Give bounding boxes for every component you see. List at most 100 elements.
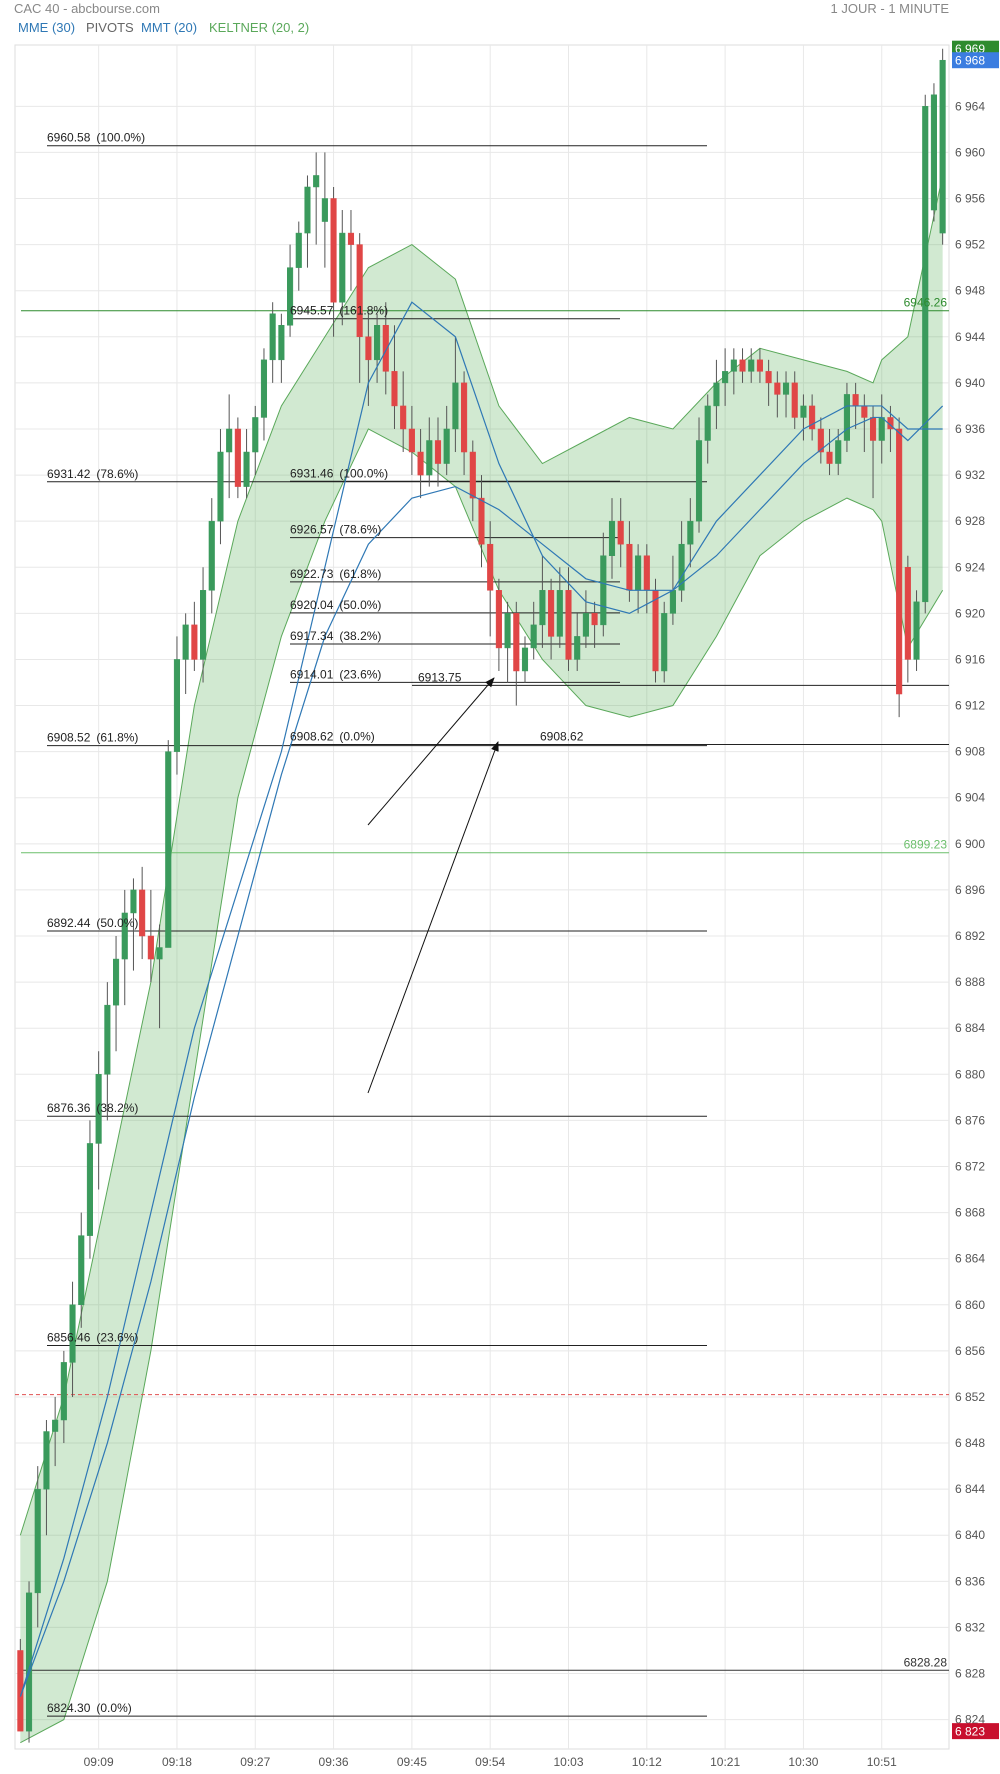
candle-body [78,1235,85,1306]
candle-body [922,106,929,603]
x-tick-label: 10:03 [553,1755,583,1769]
candle-body [252,417,259,453]
y-tick-label: 6 872 [955,1159,985,1173]
candle-body [548,590,555,637]
fib-ratio: (100.0%) [339,466,388,480]
fib-label: 6914.01 (23.6%) [290,667,381,681]
y-tick-label: 6 832 [955,1620,985,1634]
candle-body [574,636,581,660]
candle-body [878,417,885,441]
fib-value: 6856.46 [47,1331,91,1345]
candle-body [156,947,163,960]
candles [17,48,946,1743]
candle-body [495,590,502,649]
candle-body [800,405,807,418]
candle-body [226,428,233,453]
candle-body [191,624,198,660]
candle-body [765,371,772,384]
candle-body [652,590,659,672]
candle-body [234,428,241,487]
candle-body [461,382,468,453]
candle-body [487,543,494,591]
candle-body [60,1362,67,1421]
y-tick-label: 6 824 [955,1713,985,1727]
candle-body [521,647,529,672]
legend-item[interactable]: PIVOTS [86,20,134,35]
candle-body [869,417,877,441]
candle-body [504,613,511,649]
candle-body [722,371,729,384]
x-tick-label: 09:36 [319,1755,349,1769]
candle-body [669,590,676,614]
fib-ratio: (161.8%) [339,304,388,318]
fib-value: 6824.30 [47,1701,91,1715]
arrow [367,677,495,826]
indicator-lines [19,301,944,1697]
candle-body [330,198,337,303]
keltner-upper [19,175,944,1536]
fib-ratio: (38.2%) [339,629,381,643]
y-tick-label: 6 920 [955,606,985,620]
fib-label: 6908.62 (0.0%) [290,729,375,743]
y-tick-label: 6 952 [955,238,985,252]
fib-value: 6892.44 [47,916,91,930]
candle-body [287,267,294,326]
candle-body [539,590,546,626]
candle-body [756,359,763,372]
candle-body [626,543,633,591]
chart-subtitle: 1 JOUR - 1 MINUTE [831,1,950,16]
candle-body [939,59,946,234]
candle-body [452,382,459,430]
x-tick-label: 10:30 [788,1755,818,1769]
candle-body [434,440,442,464]
fib-value: 6926.57 [290,523,334,537]
arrows [367,677,499,1094]
candle-body [713,382,720,407]
candle-body [269,313,276,361]
fib-ratio: (61.8%) [339,567,381,581]
x-tick-label: 09:45 [397,1755,427,1769]
candle-body [304,186,311,234]
fib-label: 6917.34 (38.2%) [290,629,381,643]
fib-label: 6931.46 (100.0%) [290,466,388,480]
fib-label: 6908.52 (61.8%) [47,731,138,745]
candle-body [339,232,346,303]
candle-body [896,428,903,695]
y-tick-label: 6 944 [955,330,985,344]
candle-body [86,1143,93,1236]
candle-body [34,1488,41,1594]
fib-label: 6922.73 (61.8%) [290,567,381,581]
y-tick-label: 6 848 [955,1436,985,1450]
keltner-band [19,175,944,1744]
fib-label: 6945.57 (161.8%) [290,304,388,318]
candle-body [513,613,520,672]
y-tick-label: 6 876 [955,1113,985,1127]
candle-body [121,912,128,960]
moving-average [19,301,943,1697]
candle-body [113,958,120,1006]
y-tick-label: 6 856 [955,1344,985,1358]
y-tick-label: 6 948 [955,284,985,298]
y-tick-label: 6 912 [955,699,985,713]
legend-item[interactable]: MMT (20) [141,20,197,35]
candle-body [678,543,685,591]
fib-ratio: (50.0%) [339,598,381,612]
y-tick-label: 6 864 [955,1252,985,1266]
candle-body [843,394,850,441]
candle-body [260,359,268,418]
fib-ratio: (38.2%) [96,1101,138,1115]
candle-body [817,428,824,453]
candle-body [374,325,381,361]
candle-body [617,520,624,545]
legend-item[interactable]: MME (30) [18,20,75,35]
x-tick-label: 10:21 [710,1755,740,1769]
candle-body [530,624,537,649]
candle-body [704,405,711,441]
fib-label: 6856.46 (23.6%) [47,1331,138,1345]
legend-item[interactable]: KELTNER (20, 2) [209,20,309,35]
candle-body [835,440,842,464]
candle-body [600,555,607,626]
candle-body [52,1419,59,1432]
fib-value: 6945.57 [290,304,334,318]
